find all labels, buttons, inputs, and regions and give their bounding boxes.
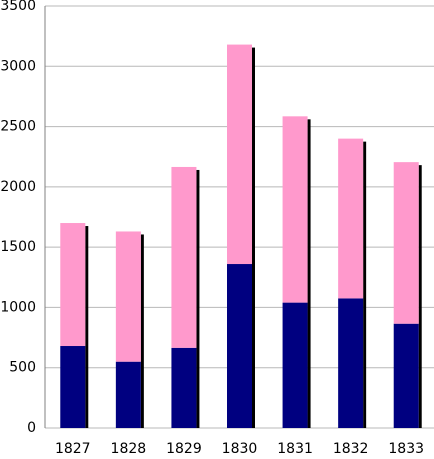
bar-shadow (196, 169, 200, 428)
bar-1831-series-1 (282, 302, 308, 428)
bar-1829-series-1 (171, 347, 197, 428)
y-tick-label: 500 (9, 360, 36, 376)
bar-shadow (363, 141, 367, 428)
bar-1828-series-1 (115, 361, 141, 428)
y-tick-label: 1500 (0, 239, 36, 255)
bar-1832-series-2 (338, 138, 364, 299)
y-tick-label: 3000 (0, 58, 36, 74)
x-tick-label: 1829 (166, 441, 202, 457)
bar-1827-series-2 (60, 223, 86, 347)
bar-1829-series-2 (171, 166, 197, 348)
x-tick-label: 1832 (333, 441, 369, 457)
y-axis-ticks: 0 500 1000 1500 2000 2500 3000 3500 (0, 0, 36, 436)
x-axis-ticks: 1827 1828 1829 1830 1831 1832 1833 (55, 441, 424, 457)
bar-1833-series-1 (393, 323, 419, 428)
bar-1833-series-2 (393, 162, 419, 324)
bar-shadow (307, 119, 311, 428)
y-tick-label: 1000 (0, 299, 36, 315)
x-tick-label: 1831 (277, 441, 313, 457)
bars (60, 44, 422, 428)
bar-1827-series-1 (60, 346, 86, 428)
bar-1832-series-1 (338, 298, 364, 428)
y-tick-label: 2500 (0, 119, 36, 135)
bar-shadow (418, 165, 422, 428)
bar-shadow (252, 47, 255, 428)
bar-1831-series-2 (282, 116, 308, 303)
bar-shadow (140, 234, 144, 428)
y-tick-label: 2000 (0, 179, 36, 195)
bar-1830-series-1 (227, 264, 252, 428)
y-tick-label: 3500 (0, 0, 36, 14)
x-tick-label: 1833 (388, 441, 424, 457)
x-tick-label: 1827 (55, 441, 91, 457)
x-tick-label: 1830 (222, 441, 258, 457)
y-tick-label: 0 (27, 420, 36, 436)
x-tick-label: 1828 (111, 441, 147, 457)
bar-shadow (85, 226, 89, 428)
bar-1828-series-2 (115, 231, 141, 362)
bar-1830-series-2 (227, 44, 252, 265)
